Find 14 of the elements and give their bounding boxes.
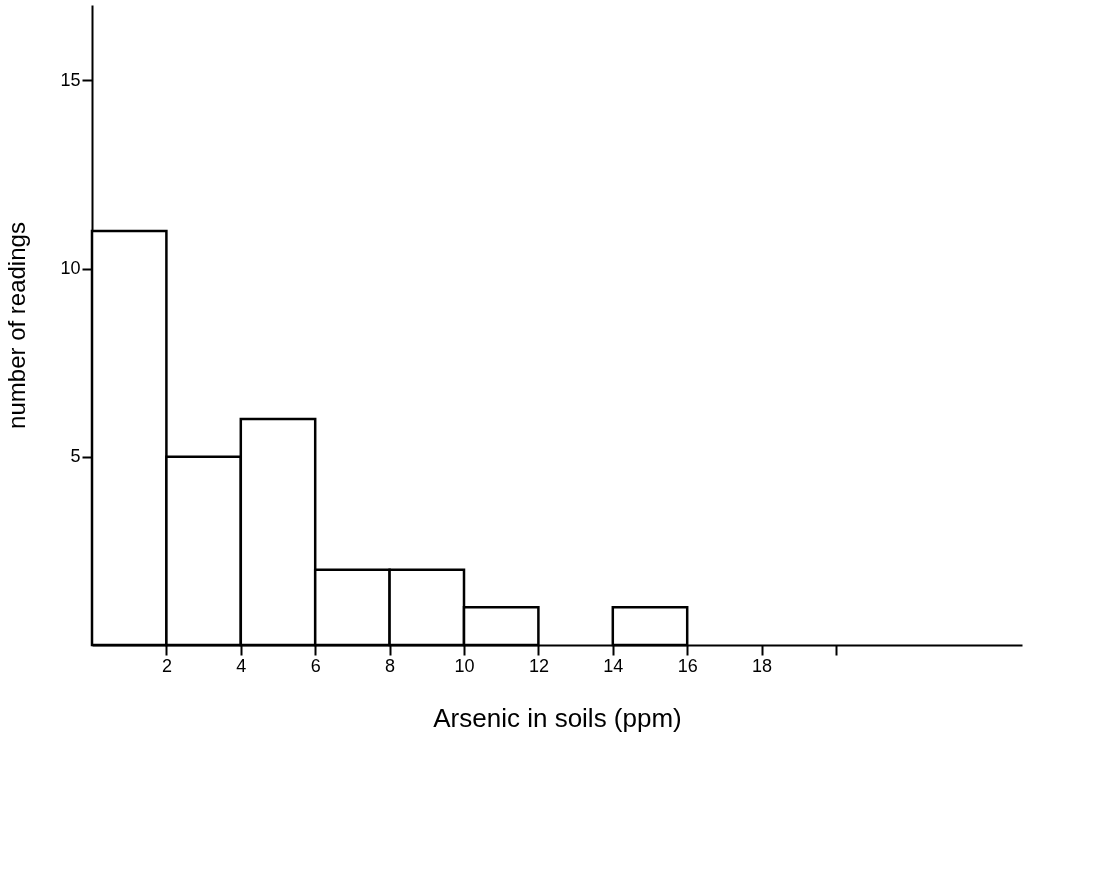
x-tick-label: 2 — [161, 655, 172, 676]
y-tick-label: 5 — [70, 446, 81, 467]
y-axis-title: number of readings — [3, 222, 31, 429]
x-tick-label: 10 — [454, 655, 475, 676]
x-axis-title: Arsenic in soils (ppm) — [433, 702, 682, 733]
x-tick-label: 8 — [385, 655, 396, 676]
x-tick-label: 16 — [677, 655, 698, 676]
x-tick-label: 4 — [236, 655, 247, 676]
x-tick-label: 12 — [528, 655, 549, 676]
y-tick-label: 15 — [60, 69, 81, 90]
x-tick-label: 6 — [310, 655, 321, 676]
x-tick-label: 14 — [603, 655, 624, 676]
x-tick-label: 18 — [752, 655, 773, 676]
y-tick-label: 10 — [60, 258, 81, 279]
